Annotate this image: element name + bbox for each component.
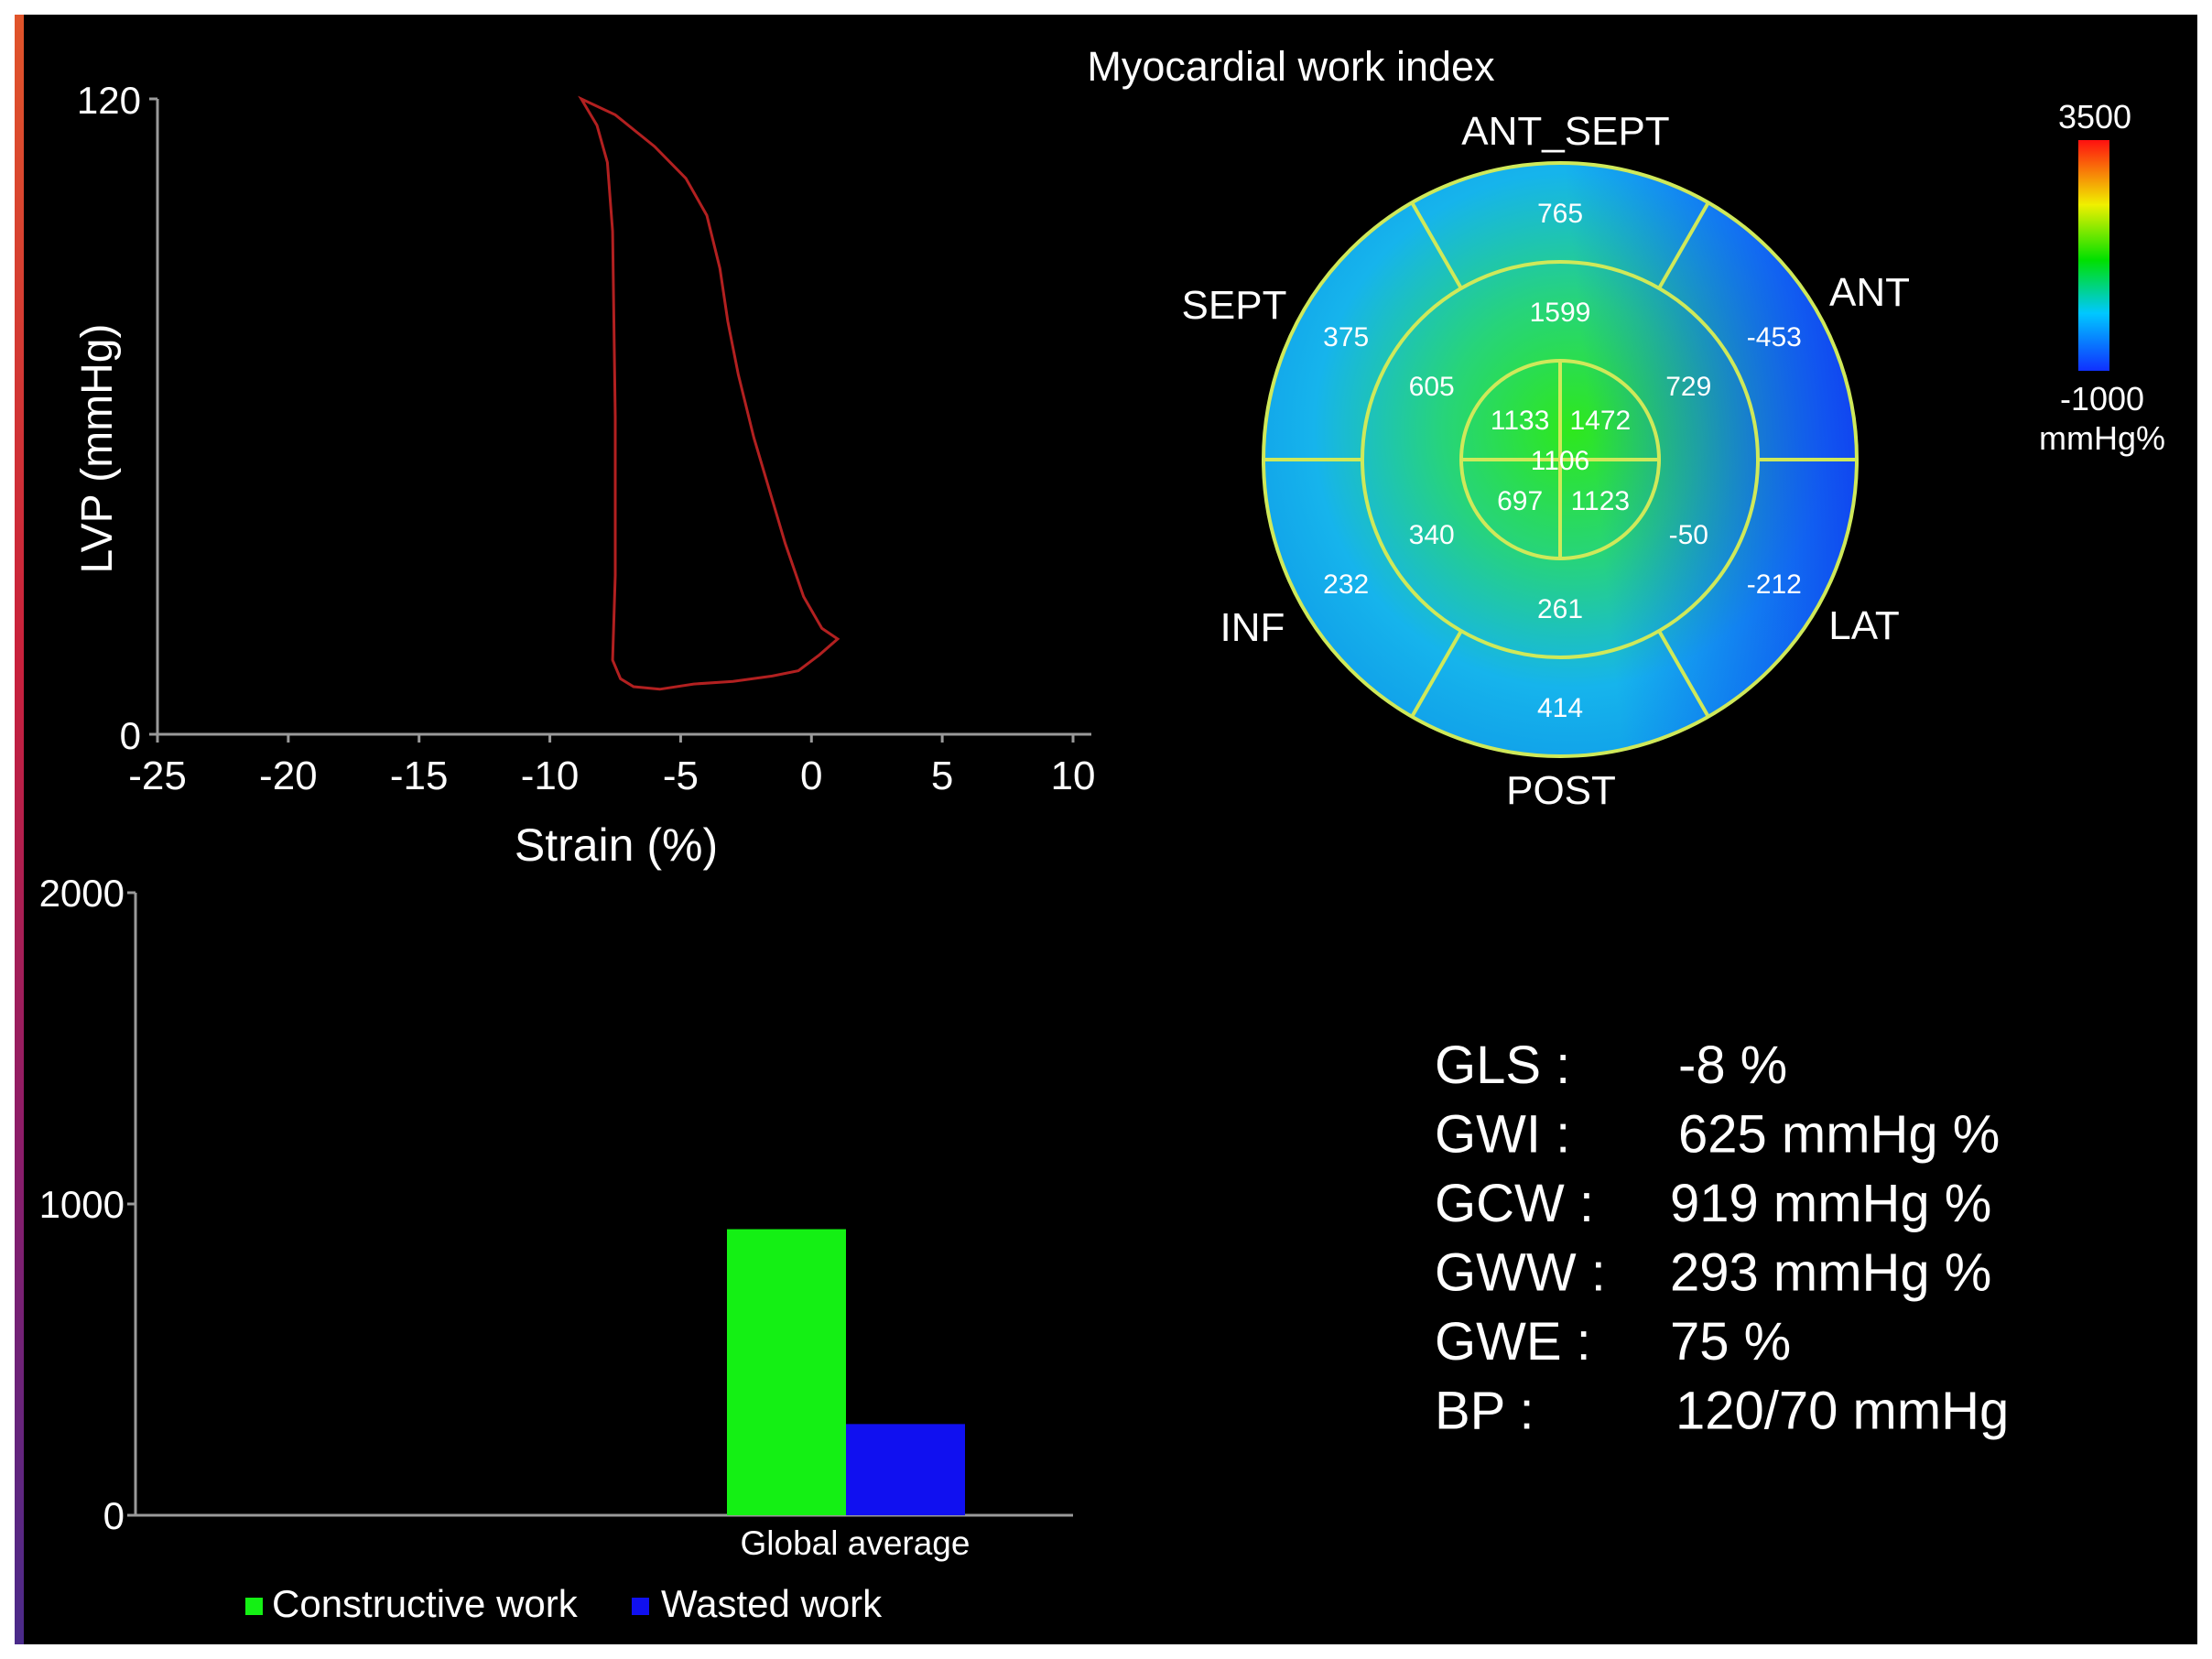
bar-y-tick-label: 0 [103,1494,125,1537]
colorbar-max-label: 3500 [2058,98,2131,136]
loop-y-tick-label: 120 [77,79,141,122]
bar-wasted-work [846,1424,965,1515]
bar-y-ticks: 0 1000 2000 [39,872,136,1537]
echo-report-screen [15,15,2197,1644]
bullseye-segment-value: 375 [1323,322,1369,352]
bullseye-segment-value: 1106 [1531,446,1590,476]
metric-label: BP : [1435,1382,1534,1441]
bullseye-segment-value: 765 [1537,199,1583,229]
bullseye-segment-borders [1262,161,1859,758]
bullseye-segment-value: 340 [1409,520,1455,550]
bar-y-tick-label: 2000 [39,872,125,915]
metric-value: 919 mmHg % [1670,1174,1991,1233]
metric-label: GCW : [1435,1174,1594,1233]
global-metrics-panel: GLS : -8 % GWI : 625 mmHg % GCW : 919 mmHg % G… [1435,1036,2009,1441]
pressure-strain-loop-chart: -25 -20 -15 -10 -5 0 5 10 0 120 Strain (%) LVP (… [73,79,1095,871]
bar-category-label: Global average [741,1524,970,1562]
legend-label-wasted: Wasted work [661,1582,883,1625]
bullseye-wall-label: INF [1220,605,1285,650]
colorbar-unit-label: mmHg% [2039,419,2165,457]
bullseye-segment-value: 1472 [1569,406,1631,436]
bullseye-segment-value: 605 [1409,372,1455,402]
metric-label: GLS : [1435,1036,1570,1095]
bullseye-segment-value: 261 [1537,594,1583,624]
loop-x-tick-label: 0 [800,754,822,798]
loop-x-axis-title: Strain (%) [515,819,718,871]
bullseye-segment-value: 414 [1537,693,1583,723]
loop-series-line [578,95,840,691]
bullseye-wall-label: ANT [1829,270,1910,315]
bullseye-segment-values: 765 -453 -212 414 232 375 1599 729 -50 261 340 605 1… [1323,199,1802,723]
bullseye-segment-value: -50 [1669,520,1708,550]
loop-x-tick-label: -5 [663,754,699,798]
work-bar-chart: 0 1000 2000 Global average Constructive wo… [39,872,1073,1625]
legend-label-constructive: Constructive work [272,1582,579,1625]
metric-value: 120/70 mmHg [1675,1382,2009,1441]
bullseye-chart: Myocardial work index 765 -453 -212 414 232 3… [1087,43,2165,813]
bullseye-segment-value: 1599 [1530,298,1591,328]
bullseye-segment-value: 1133 [1491,406,1550,436]
loop-y-axis-title: LVP (mmHg) [73,324,122,574]
bullseye-wall-label: SEPT [1182,283,1287,328]
bullseye-segment-value: 1123 [1571,486,1631,516]
colorbar-min-label: -1000 [2060,380,2144,417]
bullseye-wall-label: ANT_SEPT [1461,109,1669,154]
bullseye-wall-label: POST [1506,768,1616,813]
bullseye-segment-value: -453 [1747,322,1802,352]
loop-y-ticks: 0 120 [77,79,157,757]
colorbar [2078,140,2109,371]
metric-label: GWW : [1435,1243,1606,1303]
loop-x-tick-label: 5 [931,754,953,798]
bar-y-tick-label: 1000 [39,1183,125,1226]
legend-swatch-constructive [245,1598,263,1615]
bullseye-wall-labels: ANT_SEPT ANT LAT POST INF SEPT [1182,109,1910,813]
loop-x-tick-label: -10 [521,754,580,798]
bullseye-segment-value: 232 [1323,569,1369,600]
metric-value: 293 mmHg % [1670,1243,1991,1303]
bar-marks [727,1229,965,1515]
bar-legend: Constructive work Wasted work [245,1582,883,1625]
metric-value: 625 mmHg % [1678,1105,2000,1165]
metric-label: GWI : [1435,1105,1570,1165]
loop-y-tick-label: 0 [120,714,141,757]
bar-constructive-work [727,1229,846,1515]
bullseye-wall-label: LAT [1828,603,1899,648]
loop-x-tick-label: -20 [259,754,318,798]
legend-swatch-wasted [632,1598,649,1615]
metric-value: -8 % [1678,1036,1787,1095]
loop-x-tick-label: -15 [390,754,449,798]
bullseye-segment-value: -212 [1747,569,1802,600]
bullseye-title: Myocardial work index [1087,43,1495,90]
loop-x-tick-label: -25 [128,754,187,798]
loop-x-ticks: -25 -20 -15 -10 -5 0 5 10 [128,734,1095,798]
bullseye-segment-value: 729 [1665,372,1711,402]
metric-label: GWE : [1435,1312,1591,1372]
edge-strip [15,15,24,1644]
bullseye-segment-value: 697 [1497,486,1543,516]
metric-value: 75 % [1670,1312,1791,1372]
loop-x-tick-label: 10 [1051,754,1096,798]
